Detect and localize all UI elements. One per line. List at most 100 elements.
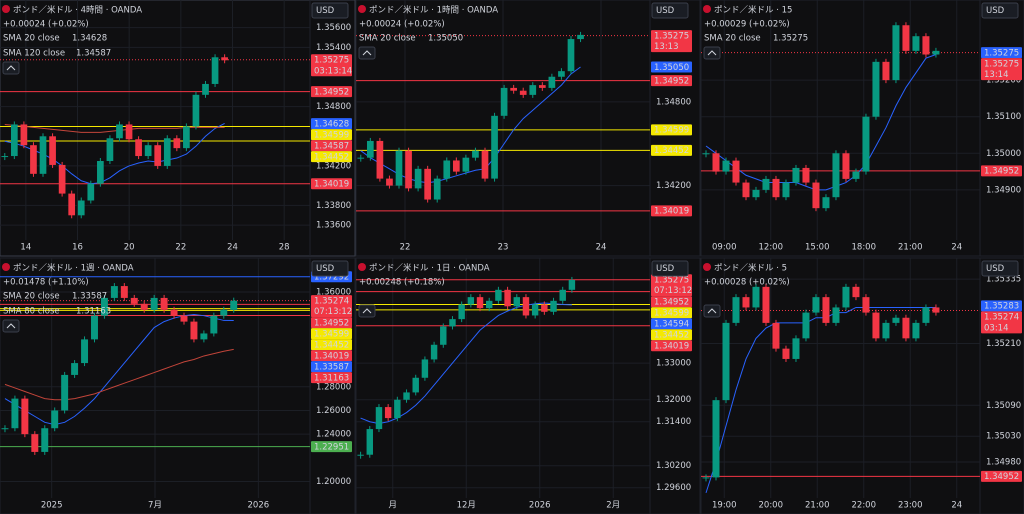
x-tick-label: 22	[400, 243, 411, 253]
candle	[433, 178, 441, 200]
candle	[21, 398, 29, 435]
currency-button[interactable]	[651, 2, 689, 19]
candle	[529, 85, 537, 95]
candle	[357, 454, 364, 456]
x-tick-label: 2025	[41, 501, 63, 511]
symbol-icon	[358, 263, 366, 271]
price-tag-label: 1.35283	[984, 302, 1019, 312]
candle	[722, 322, 730, 401]
y-tick-label: 1.35030	[986, 432, 1021, 442]
x-tick-label: 24	[227, 243, 238, 253]
candle	[852, 286, 860, 298]
candle	[486, 300, 493, 309]
indicator-value: 1.34628	[72, 34, 107, 44]
candle	[541, 304, 548, 312]
x-tick-label: 16	[72, 243, 83, 253]
candle	[452, 160, 460, 172]
price-tag	[311, 54, 352, 77]
x-tick-label: 20	[124, 243, 135, 253]
candle	[120, 286, 128, 298]
candle	[702, 153, 710, 155]
moving-average-line	[360, 302, 572, 425]
price-tag	[311, 140, 352, 152]
candle	[559, 289, 566, 301]
collapse-button[interactable]	[358, 46, 376, 60]
candle	[10, 124, 18, 157]
price-tag-label: 1.34594	[654, 320, 689, 330]
candle	[500, 87, 508, 116]
candle	[550, 300, 557, 312]
collapse-icon	[6, 323, 16, 329]
candle	[376, 140, 384, 179]
candle	[782, 348, 790, 359]
collapse-button[interactable]	[2, 319, 20, 333]
y-tick-label: 1.20000	[316, 477, 351, 487]
candle	[519, 90, 527, 95]
price-tag	[311, 178, 352, 190]
candle	[106, 138, 114, 161]
collapse-button[interactable]	[703, 46, 721, 60]
collapse-icon	[362, 308, 372, 314]
price-tag	[651, 30, 692, 53]
price-tag-label: 1.35275	[984, 59, 1019, 69]
indicator-label: SMA 20 close	[704, 34, 761, 44]
candle	[702, 477, 710, 479]
candle	[476, 297, 484, 309]
price-tag	[311, 372, 352, 384]
candle	[568, 279, 576, 290]
currency-button[interactable]	[981, 2, 1019, 19]
price-tag	[311, 317, 352, 329]
currency-button[interactable]	[311, 2, 349, 19]
currency-label: USD	[656, 6, 675, 16]
price-tag	[651, 329, 692, 341]
collapse-button[interactable]	[2, 61, 20, 75]
candle	[722, 160, 730, 172]
indicator-label: SMA 20 close	[359, 34, 416, 44]
candle	[81, 339, 89, 364]
x-tick-label: 19:00	[712, 501, 737, 511]
x-tick-label: 09:00	[712, 243, 737, 253]
price-tag	[651, 318, 692, 330]
candle	[510, 87, 518, 91]
candle	[522, 297, 530, 316]
candle	[91, 315, 98, 340]
y-tick-label: 1.24000	[316, 430, 351, 440]
currency-button[interactable]	[311, 260, 349, 277]
candle	[100, 297, 108, 316]
currency-label: USD	[986, 264, 1005, 274]
candle	[504, 289, 511, 307]
currency-button[interactable]	[651, 260, 689, 277]
y-tick-label: 1.34900	[986, 185, 1021, 195]
collapse-button[interactable]	[703, 304, 721, 318]
price-change: +0.00248 (+0.18%)	[359, 278, 445, 288]
candle	[130, 297, 138, 304]
candle	[558, 71, 565, 77]
candle	[782, 182, 790, 198]
y-tick-label: 1.30200	[656, 461, 691, 471]
price-tag-countdown: 03:14	[984, 323, 1009, 333]
currency-button[interactable]	[981, 260, 1019, 277]
y-tick-label: 1.36000	[316, 287, 351, 297]
price-tag	[981, 165, 1022, 177]
candle	[1, 156, 9, 158]
price-tag-label: 1.34599	[654, 309, 689, 319]
candle	[394, 399, 401, 419]
candle	[577, 34, 584, 40]
candle	[812, 297, 820, 313]
indicator-value: 1.31163	[76, 307, 111, 317]
collapse-button[interactable]	[358, 304, 376, 318]
candle	[742, 297, 750, 308]
indicator-label: SMA 120 close	[3, 49, 65, 59]
candle	[154, 145, 162, 166]
x-tick-label: 24	[596, 243, 607, 253]
price-tag-label: 1.34599	[314, 329, 349, 339]
y-tick-label: 1.34800	[316, 102, 351, 112]
price-tag	[311, 295, 352, 318]
candle	[58, 164, 66, 194]
candle	[772, 322, 780, 349]
candle	[414, 168, 422, 189]
candle	[872, 312, 880, 339]
panel	[700, 257, 1024, 514]
y-tick-label: 1.35090	[986, 401, 1021, 411]
price-tag	[651, 61, 692, 73]
